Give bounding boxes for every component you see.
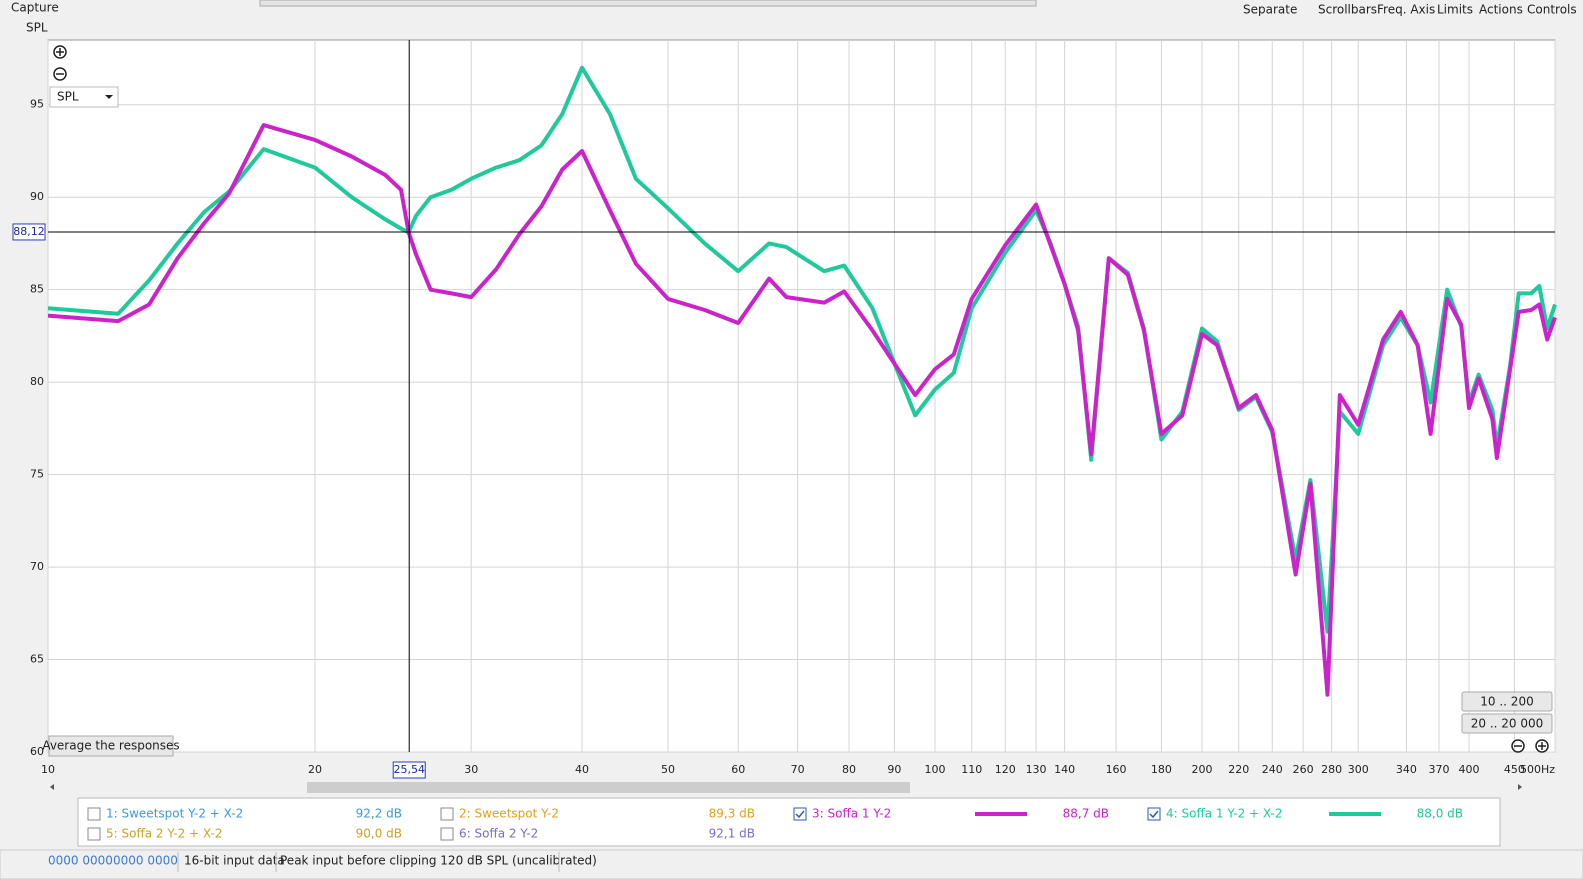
plot-area — [47, 39, 1556, 753]
dropdown-label: SPL — [57, 90, 79, 104]
y-axis-label: SPL — [26, 21, 48, 35]
checkbox[interactable] — [1147, 807, 1161, 821]
x-tick-label: 370 — [1429, 763, 1450, 776]
legend-panel — [77, 797, 1501, 847]
response-curve — [47, 123, 1557, 697]
zoom-in-icon — [56, 48, 64, 56]
scrollbar-thumb[interactable] — [307, 782, 910, 793]
x-tick-label: 160 — [1106, 763, 1127, 776]
checkbox[interactable] — [87, 807, 101, 821]
checkbox[interactable] — [440, 807, 454, 821]
cursor-box — [392, 761, 426, 779]
x-tick-label: 450 — [1504, 763, 1525, 776]
range-button[interactable] — [1461, 713, 1553, 734]
status-counter: 0000 0000 — [113, 854, 178, 868]
legend-name: 4: Soffa 1 Y-2 + X-2 — [1166, 807, 1282, 821]
checkbox[interactable] — [440, 827, 454, 841]
x-tick-label: 60 — [731, 763, 745, 776]
checkbox[interactable] — [87, 827, 101, 841]
checkmark — [1149, 810, 1159, 819]
dropdown[interactable] — [49, 86, 119, 108]
menu-item[interactable]: Freq. Axis — [1377, 3, 1435, 17]
legend-level: 89,3 dB — [709, 807, 755, 821]
legend-level: 92,1 dB — [709, 827, 755, 841]
x-tick-label: 20 — [308, 763, 322, 776]
cursor-x-label: 25,54 — [393, 763, 425, 776]
menu-item[interactable]: Controls — [1527, 3, 1577, 17]
x-tick-label: 400 — [1459, 763, 1480, 776]
x-tick-label: 40 — [575, 763, 589, 776]
capture-label[interactable]: Capture — [11, 1, 59, 15]
y-tick-label: 60 — [30, 745, 44, 758]
legend-level: 90,0 dB — [356, 827, 402, 841]
status-bar — [0, 849, 1583, 879]
zoom-out[interactable] — [1511, 739, 1525, 753]
y-tick-label: 65 — [30, 653, 44, 666]
x-tick-label: 200 — [1192, 763, 1213, 776]
legend-name: 6: Soffa 2 Y-2 — [459, 827, 538, 841]
status-counter: 0000 0000 — [48, 854, 113, 868]
x-tick-label: 90 — [887, 763, 901, 776]
x-tick-label: 240 — [1262, 763, 1283, 776]
status-text: 16-bit input data — [184, 854, 285, 868]
grid — [47, 40, 1556, 753]
x-tick-label: 130 — [1026, 763, 1047, 776]
legend-name: 1: Sweetspot Y-2 + X-2 — [106, 807, 243, 821]
legend-name: 2: Sweetspot Y-2 — [459, 807, 559, 821]
y-tick-label: 90 — [30, 190, 44, 203]
legend-name: 3: Soffa 1 Y-2 — [812, 807, 891, 821]
status-dividers — [177, 852, 560, 872]
legend-level: 92,2 dB — [356, 807, 402, 821]
tab-strip — [259, 0, 1037, 7]
y-tick-label: 95 — [30, 98, 44, 111]
checkmark — [795, 810, 805, 819]
menu-item[interactable]: Separate — [1243, 3, 1297, 17]
range-label: 10 .. 200 — [1480, 695, 1533, 709]
x-tick-label: 500Hz — [1520, 763, 1555, 776]
x-tick-label: 300 — [1348, 763, 1369, 776]
zoom-in-icon — [1538, 742, 1546, 750]
x-tick-label: 280 — [1321, 763, 1342, 776]
zoom-in[interactable] — [53, 45, 67, 59]
y-tick-label: 80 — [30, 375, 44, 388]
range-label: 20 .. 20 000 — [1471, 717, 1544, 731]
cursor-box — [12, 223, 46, 241]
average-button[interactable] — [48, 735, 174, 757]
x-tick-label: 140 — [1054, 763, 1075, 776]
x-tick-label: 220 — [1228, 763, 1249, 776]
checkbox[interactable] — [793, 807, 807, 821]
legend: 1: Sweetspot Y-2 + X-2 92,2 dB 2: Sweetspo… — [87, 807, 1463, 841]
x-tick-label: 10 — [41, 763, 55, 776]
zoom-in[interactable] — [1535, 739, 1549, 753]
x-tick-label: 340 — [1396, 763, 1417, 776]
x-tick-label: 180 — [1151, 763, 1172, 776]
zoom-out[interactable] — [53, 67, 67, 81]
menu-item[interactable]: Actions — [1479, 3, 1523, 17]
cursor-y-label: 88,12 — [13, 225, 45, 238]
dropdown-arrow — [105, 95, 113, 99]
curves — [47, 65, 1557, 697]
x-tick-label: 70 — [791, 763, 805, 776]
legend-level: 88,7 dB — [1063, 807, 1109, 821]
legend-name: 5: Soffa 2 Y-2 + X-2 — [106, 827, 222, 841]
average-label: Average the responses — [42, 739, 179, 753]
response-curve — [47, 65, 1557, 634]
y-tick-label: 85 — [30, 283, 44, 296]
menu-item[interactable]: Limits — [1437, 3, 1473, 17]
y-tick-label: 75 — [30, 468, 44, 481]
x-tick-label: 120 — [995, 763, 1016, 776]
legend-level: 88,0 dB — [1417, 807, 1463, 821]
status-text: Peak input before clipping 120 dB SPL (u… — [280, 854, 597, 868]
overlay: SPL Average the responses 10 .. 200 20 .… — [42, 45, 1553, 757]
x-tick-label: 110 — [961, 763, 982, 776]
menu-item[interactable]: Scrollbars — [1318, 3, 1377, 17]
range-button[interactable] — [1461, 691, 1553, 712]
x-tick-label: 100 — [925, 763, 946, 776]
x-tick-label: 260 — [1293, 763, 1314, 776]
x-tick-label: 80 — [842, 763, 856, 776]
x-tick-label: 50 — [661, 763, 675, 776]
y-tick-label: 70 — [30, 560, 44, 573]
x-tick-label: 30 — [464, 763, 478, 776]
